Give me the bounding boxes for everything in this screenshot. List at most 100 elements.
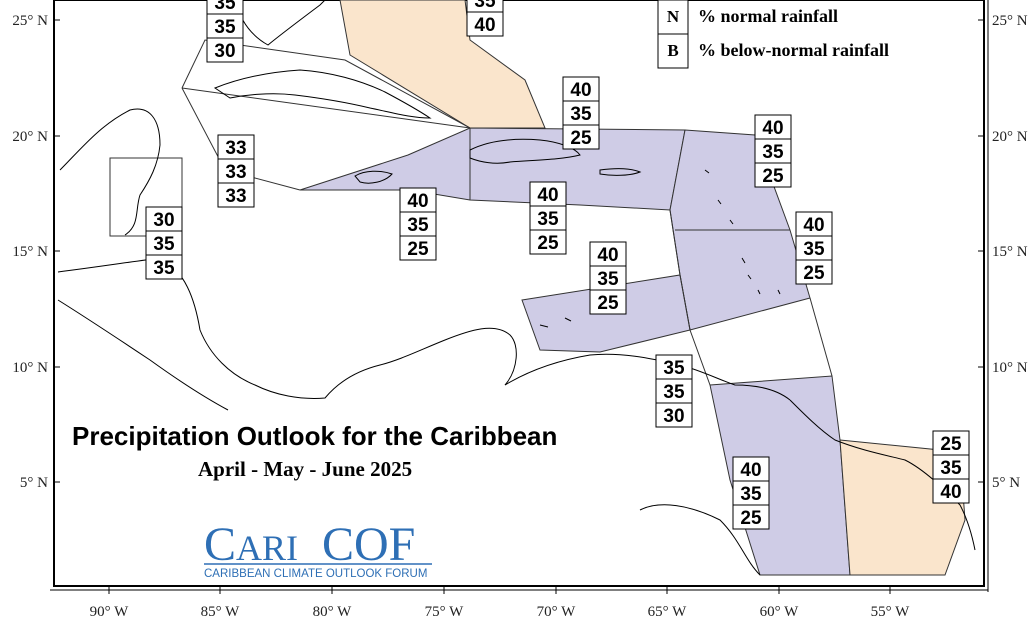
probability-box: 35 35 30 (206, 0, 244, 63)
probability-value: 30 (214, 41, 235, 62)
probability-box: 40 35 25 (562, 76, 600, 150)
caricof-logo: C ARI COF CARIBBEAN CLIMATE OUTLOOK FORU… (204, 518, 432, 580)
lon-label-80: 80° W (313, 604, 352, 620)
lat-label-15: 15° N (12, 244, 48, 260)
probability-cell (529, 205, 567, 231)
probability-box: 40 35 25 (732, 456, 770, 530)
probability-cell (399, 235, 437, 261)
probability-cell (145, 254, 183, 280)
probability-value: 35 (803, 239, 825, 260)
probability-cell (732, 504, 770, 530)
legend-text-n: % normal rainfall (698, 6, 838, 26)
lon-label-75: 75° W (425, 604, 464, 620)
probability-value: 25 (570, 128, 592, 149)
coast-puerto-rico (599, 168, 642, 176)
probability-cell (466, 11, 504, 37)
probability-value: 35 (663, 382, 685, 403)
probability-cell (795, 211, 833, 237)
probability-cell (399, 211, 437, 237)
probability-value: 35 (740, 484, 762, 505)
probability-value: 40 (474, 15, 495, 36)
probability-value: 40 (762, 118, 783, 139)
probability-value: 35 (762, 142, 784, 163)
probability-value: 25 (940, 434, 962, 455)
coast-jamaica (354, 170, 393, 184)
probability-cell (217, 134, 255, 160)
probability-value: 25 (762, 166, 784, 187)
probability-cell (795, 235, 833, 261)
zone-bahamas-east (339, 0, 546, 129)
probability-value: 40 (537, 185, 558, 206)
lat-label-5: 5° N (20, 475, 48, 491)
probability-box: 33 33 33 (217, 134, 255, 208)
coast-hispaniola (469, 138, 581, 164)
probability-value: 35 (153, 258, 175, 279)
probability-cell (399, 187, 437, 213)
probability-box: 30 35 35 (145, 206, 183, 280)
probability-cell (932, 430, 970, 456)
probability-box: 40 35 25 (529, 181, 567, 255)
probability-value: 25 (537, 233, 559, 254)
probability-cell (655, 378, 693, 404)
lat-ticks (54, 19, 984, 483)
map-title: Precipitation Outlook for the Caribbean (72, 421, 557, 451)
probability-cell (589, 289, 627, 315)
probability-value: 35 (153, 234, 175, 255)
lon-label-65: 65° W (648, 604, 687, 620)
probability-value: 33 (225, 162, 246, 183)
boundary-north-west (181, 39, 471, 129)
coast-pacific (57, 299, 229, 411)
lon-label-90: 90° W (90, 604, 129, 620)
probability-box: 40 35 25 (399, 187, 437, 261)
coast-yucatan (59, 108, 161, 236)
lon-label-85: 85° W (201, 604, 240, 620)
lat-labels-right: 25° N 20° N 15° N 10° N 5° N (992, 13, 1028, 491)
probability-value: 35 (214, 17, 236, 38)
probability-cell (754, 162, 792, 188)
probability-boxes: 3535303540403525333333303535403525403525… (145, 0, 970, 530)
legend-key-b: B (667, 41, 678, 60)
lon-label-60: 60° W (760, 604, 799, 620)
probability-cell (732, 456, 770, 482)
probability-cell (529, 229, 567, 255)
probability-cell (206, 37, 244, 63)
probability-value: 35 (474, 0, 496, 12)
lat-label-20: 20° N (12, 129, 48, 145)
probability-value: 30 (663, 406, 684, 427)
probability-value: 30 (153, 210, 174, 231)
coast-south-america-interior (639, 504, 761, 576)
logo-c: C (204, 518, 236, 571)
probability-cell (562, 124, 600, 150)
probability-cell (795, 259, 833, 285)
probability-cell (932, 454, 970, 480)
probability-cell (589, 241, 627, 267)
lat-label-25-right: 25° N (992, 13, 1028, 29)
lon-label-55: 55° W (871, 604, 910, 620)
probability-value: 35 (597, 269, 619, 290)
probability-cell (754, 138, 792, 164)
probability-box: 40 35 25 (589, 241, 627, 315)
legend-key-box-b (657, 33, 689, 69)
probability-cell (754, 114, 792, 140)
logo-cof: COF (322, 518, 415, 571)
lat-label-10-right: 10° N (992, 360, 1028, 376)
probability-cell (655, 354, 693, 380)
logo-ari: ARI (236, 528, 298, 568)
lon-ticks (108, 586, 891, 594)
probability-box: 25 35 40 (932, 430, 970, 504)
probability-value: 40 (407, 191, 428, 212)
probability-value: 35 (214, 0, 236, 14)
probability-value: 25 (803, 263, 825, 284)
lat-label-5-right: 5° N (992, 475, 1020, 491)
lon-labels: 90° W 85° W 80° W 75° W 70° W 65° W 60° … (90, 604, 910, 620)
probability-value: 35 (940, 458, 962, 479)
probability-cell (932, 478, 970, 504)
probability-value: 25 (597, 293, 619, 314)
probability-box: 40 35 25 (754, 114, 792, 188)
legend: N % normal rainfall B % below-normal rai… (657, 0, 889, 69)
coast-cuba (213, 69, 432, 119)
probability-value: 40 (597, 245, 618, 266)
probability-value: 40 (940, 482, 961, 503)
